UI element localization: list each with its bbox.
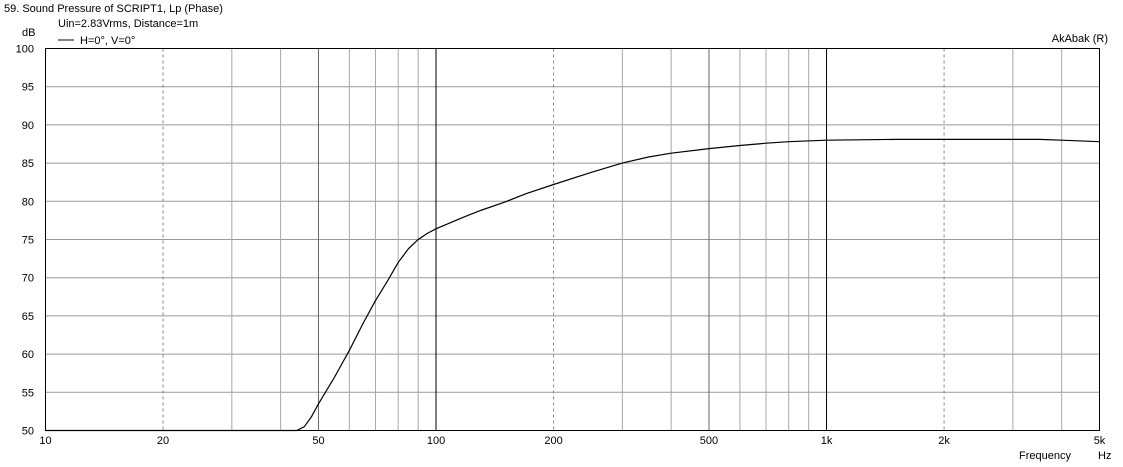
x-tick-label: 100 [427, 435, 445, 447]
y-tick-label: 100 [16, 44, 34, 56]
x-tick-label: 200 [544, 435, 562, 447]
chart-subtitle: Uin=2.83Vrms, Distance=1m [58, 18, 198, 30]
legend-label: H=0°, V=0° [80, 35, 135, 47]
y-axis-label: dB [22, 27, 35, 39]
x-axis-unit: Hz [1098, 450, 1111, 462]
y-tick-label: 60 [22, 349, 34, 361]
plot-frame [45, 48, 1100, 431]
series-line [45, 138, 1100, 432]
x-tick-label: 1k [821, 435, 833, 447]
y-tick-label: 50 [22, 426, 34, 438]
y-tick-label: 95 [22, 82, 34, 94]
y-tick-label: 65 [22, 311, 34, 323]
y-tick-label: 55 [22, 387, 34, 399]
x-axis-label: Frequency [1019, 450, 1071, 462]
watermark: AkAbak (R) [1052, 33, 1108, 45]
x-tick-label: 20 [157, 435, 169, 447]
y-tick-label: 70 [22, 273, 34, 285]
y-tick-label: 80 [22, 196, 34, 208]
y-tick-label: 85 [22, 158, 34, 170]
chart-title: 59. Sound Pressure of SCRIPT1, Lp (Phase… [4, 3, 223, 15]
y-tick-label: 75 [22, 235, 34, 247]
x-tick-label: 2k [938, 435, 950, 447]
y-tick-label: 90 [22, 120, 34, 132]
x-tick-label: 5k [1094, 435, 1106, 447]
x-tick-label: 50 [312, 435, 324, 447]
x-tick-label: 500 [700, 435, 718, 447]
x-tick-label: 10 [39, 435, 51, 447]
